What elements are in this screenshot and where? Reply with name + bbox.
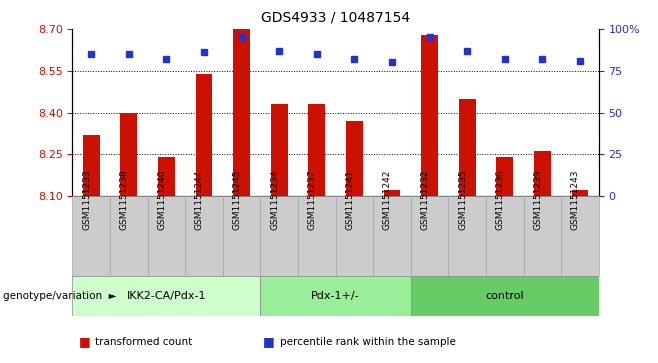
Bar xyxy=(147,196,185,276)
Bar xyxy=(298,196,336,276)
Bar xyxy=(373,196,411,276)
Bar xyxy=(223,29,261,196)
Bar xyxy=(72,276,261,316)
Bar xyxy=(72,196,110,276)
Text: GSM1151243: GSM1151243 xyxy=(571,170,580,230)
Bar xyxy=(270,104,288,196)
Text: genotype/variation  ►: genotype/variation ► xyxy=(3,291,117,301)
Bar xyxy=(411,29,448,196)
Bar xyxy=(110,29,147,196)
Bar xyxy=(486,29,524,196)
Bar xyxy=(147,29,185,196)
Bar xyxy=(373,29,411,196)
Text: GSM1151238: GSM1151238 xyxy=(120,170,129,231)
Bar xyxy=(261,276,411,316)
Bar xyxy=(486,196,524,276)
Text: GSM1151234: GSM1151234 xyxy=(270,170,279,230)
Bar xyxy=(421,34,438,196)
Bar xyxy=(195,74,213,196)
Bar xyxy=(233,29,250,196)
Text: GSM1151235: GSM1151235 xyxy=(458,170,467,231)
Bar xyxy=(185,196,223,276)
Bar xyxy=(448,196,486,276)
Text: GSM1151244: GSM1151244 xyxy=(195,170,204,230)
Bar xyxy=(448,29,486,196)
Bar xyxy=(524,29,561,196)
Text: transformed count: transformed count xyxy=(95,337,193,347)
Bar xyxy=(83,135,99,196)
Bar xyxy=(336,196,373,276)
Bar xyxy=(309,104,325,196)
Bar xyxy=(298,29,336,196)
Bar xyxy=(120,113,138,196)
Text: GDS4933 / 10487154: GDS4933 / 10487154 xyxy=(261,11,410,25)
Bar xyxy=(72,29,110,196)
Bar xyxy=(561,29,599,196)
Bar xyxy=(572,191,588,196)
Bar xyxy=(561,196,599,276)
Text: GSM1151240: GSM1151240 xyxy=(157,170,166,230)
Text: GSM1151237: GSM1151237 xyxy=(308,170,316,231)
Text: GSM1151242: GSM1151242 xyxy=(383,170,392,230)
Bar xyxy=(411,196,448,276)
Text: GSM1151241: GSM1151241 xyxy=(345,170,355,230)
Bar xyxy=(524,196,561,276)
Bar xyxy=(346,121,363,196)
Text: GSM1151232: GSM1151232 xyxy=(420,170,430,230)
Text: GSM1151236: GSM1151236 xyxy=(495,170,505,231)
Bar xyxy=(261,29,298,196)
Bar xyxy=(534,151,551,196)
Bar xyxy=(496,157,513,196)
Bar xyxy=(158,157,175,196)
Text: ■: ■ xyxy=(263,335,275,348)
Text: GSM1151245: GSM1151245 xyxy=(232,170,241,230)
Text: control: control xyxy=(486,291,524,301)
Text: GSM1151233: GSM1151233 xyxy=(82,170,91,231)
Bar xyxy=(261,196,298,276)
Text: ■: ■ xyxy=(79,335,91,348)
Text: percentile rank within the sample: percentile rank within the sample xyxy=(280,337,455,347)
Bar xyxy=(411,276,599,316)
Bar xyxy=(110,196,147,276)
Bar xyxy=(336,29,373,196)
Bar xyxy=(459,99,476,196)
Bar xyxy=(384,191,401,196)
Bar xyxy=(223,196,261,276)
Text: Pdx-1+/-: Pdx-1+/- xyxy=(311,291,360,301)
Text: IKK2-CA/Pdx-1: IKK2-CA/Pdx-1 xyxy=(126,291,206,301)
Text: GSM1151239: GSM1151239 xyxy=(534,170,542,231)
Bar xyxy=(185,29,223,196)
